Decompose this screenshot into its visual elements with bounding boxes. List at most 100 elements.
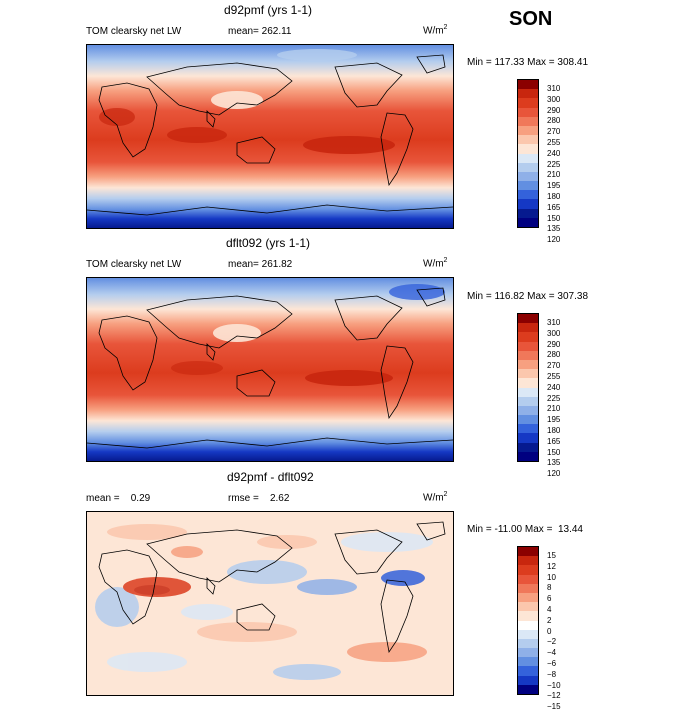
panel2-tick: 255: [547, 371, 561, 381]
panel2-colorbar-swatch: [518, 369, 538, 379]
panel1-colorbar-swatch: [518, 98, 538, 108]
panel2-tick: 300: [547, 328, 561, 338]
panel3-colorbar-swatch: [518, 657, 538, 667]
panel1-colorbar-swatch: [518, 199, 538, 209]
panel3-tick: −2: [547, 637, 557, 647]
panel1-tick: 120: [547, 235, 561, 245]
panel1-left-label: TOM clearsky net LW: [86, 26, 182, 37]
panel3-units: W/m2: [423, 491, 448, 504]
panel2-colorbar-swatch: [518, 442, 538, 452]
panel2-colorbar-swatch: [518, 424, 538, 434]
panel1-tick: 280: [547, 116, 561, 126]
panel2-colorbar-swatch: [518, 341, 538, 351]
panel3-tick: −10: [547, 680, 561, 690]
panel2-tick: 270: [547, 361, 561, 371]
panel3-mean: mean = 0.29: [86, 493, 151, 504]
season-title: SON: [509, 8, 553, 30]
panel3-tick: 2: [547, 615, 552, 625]
panel1-tick: 225: [547, 159, 561, 169]
panel2-tick: 165: [547, 436, 561, 446]
panel3-tick: 0: [547, 626, 552, 636]
panel3-colorbar-swatch: [518, 648, 538, 658]
panel3-tick: −8: [547, 669, 557, 679]
panel2-colorbar-swatch: [518, 405, 538, 416]
panel3-tick: −6: [547, 658, 557, 668]
panel2-map: [86, 277, 454, 462]
panel1-title: d92pmf (yrs 1-1): [224, 3, 313, 17]
panel1-tick: 195: [547, 181, 561, 191]
panel2-tick: 180: [547, 425, 561, 435]
panel3-tick: −15: [547, 702, 561, 712]
panel2-tick: 150: [547, 447, 561, 457]
panel2-colorbar-swatch: [518, 359, 538, 370]
panel2-tick: 290: [547, 339, 561, 349]
panel3-tick: 4: [547, 604, 552, 614]
panel3-title: d92pmf - dflt092: [227, 470, 314, 484]
panel2-tick: 240: [547, 382, 561, 392]
panel3-map: [86, 511, 454, 696]
panel2-tick: 195: [547, 415, 561, 425]
panel1-tick: 270: [547, 127, 561, 137]
panel1-colorbar-swatch: [518, 135, 538, 145]
panel2-colorbar-swatch: [518, 314, 538, 324]
panel3-tick: −12: [547, 691, 561, 701]
panel1-colorbar-swatch: [518, 190, 538, 200]
panel3-colorbar-swatch: [518, 638, 538, 649]
panel3-colorbar-swatch: [518, 556, 538, 566]
panel2-colorbar-swatch: [518, 323, 538, 333]
panel3-colorbar-swatch: [518, 611, 538, 621]
panel1-tick: 165: [547, 202, 561, 212]
panel1-tick: 290: [547, 105, 561, 115]
panel3-colorbar-swatch: [518, 629, 538, 639]
panel3-tick: −4: [547, 648, 557, 658]
panel3-colorbar-swatch: [518, 666, 538, 676]
panel1-map-svg: [87, 45, 453, 228]
panel2-colorbar-swatch: [518, 350, 538, 360]
panel2-tick: 120: [547, 469, 561, 479]
panel2-tick: 280: [547, 350, 561, 360]
panel3-colorbar: [517, 546, 539, 695]
panel1-tick: 210: [547, 170, 561, 180]
panel1-colorbar-swatch: [518, 80, 538, 90]
panel1-tick: 150: [547, 213, 561, 223]
panel3-colorbar-ticks: 15 12 10 8 6 4 2 0 −2 −4 −6 −8 −10 −12 −…: [547, 551, 561, 713]
panel3-tick: 10: [547, 572, 556, 582]
panel2-colorbar: [517, 313, 539, 462]
panel2-colorbar-swatch: [518, 433, 538, 443]
panel3-colorbar-swatch: [518, 675, 538, 685]
panel3-minmax: Min = -11.00 Max = 13.44: [467, 524, 583, 535]
panel1-tick: 240: [547, 148, 561, 158]
panel3-tick: 8: [547, 583, 552, 593]
panel1-colorbar-swatch: [518, 217, 538, 227]
panel1-tick: 255: [547, 137, 561, 147]
panel2-left-label: TOM clearsky net LW: [86, 259, 182, 270]
panel3-colorbar-swatch: [518, 547, 538, 557]
panel3-colorbar-swatch: [518, 565, 538, 575]
panel3-colorbar-swatch: [518, 620, 538, 630]
panel1-tick: 135: [547, 224, 561, 234]
panel1-colorbar-swatch: [518, 125, 538, 136]
panel1-colorbar-swatch: [518, 89, 538, 99]
panel2-mean: mean= 261.82: [228, 259, 293, 270]
panel2-colorbar-swatch: [518, 387, 538, 397]
panel2-colorbar-swatch: [518, 332, 538, 342]
panel1-tick: 180: [547, 191, 561, 201]
panel1-units: W/m2: [423, 24, 448, 37]
panel1-colorbar-swatch: [518, 144, 538, 154]
panel3-colorbar-swatch: [518, 583, 538, 593]
panel2-colorbar-swatch: [518, 396, 538, 406]
panel2-tick: 225: [547, 393, 561, 403]
panel3-colorbar-swatch: [518, 684, 538, 694]
panel3-tick: 15: [547, 551, 556, 560]
panel3-colorbar-swatch: [518, 592, 538, 603]
panel3-tick: 6: [547, 594, 552, 604]
panel3-colorbar-swatch: [518, 574, 538, 584]
panel2-colorbar-swatch: [518, 451, 538, 461]
panel1-map: [86, 44, 454, 229]
panel2-minmax: Min = 116.82 Max = 307.38: [467, 291, 589, 302]
panel1-colorbar-swatch: [518, 107, 538, 117]
panel3-rmse: rmse = 2.62: [228, 493, 290, 504]
panel2-units: W/m2: [423, 257, 448, 270]
panel2-tick: 135: [547, 458, 561, 468]
panel1-colorbar-swatch: [518, 171, 538, 182]
